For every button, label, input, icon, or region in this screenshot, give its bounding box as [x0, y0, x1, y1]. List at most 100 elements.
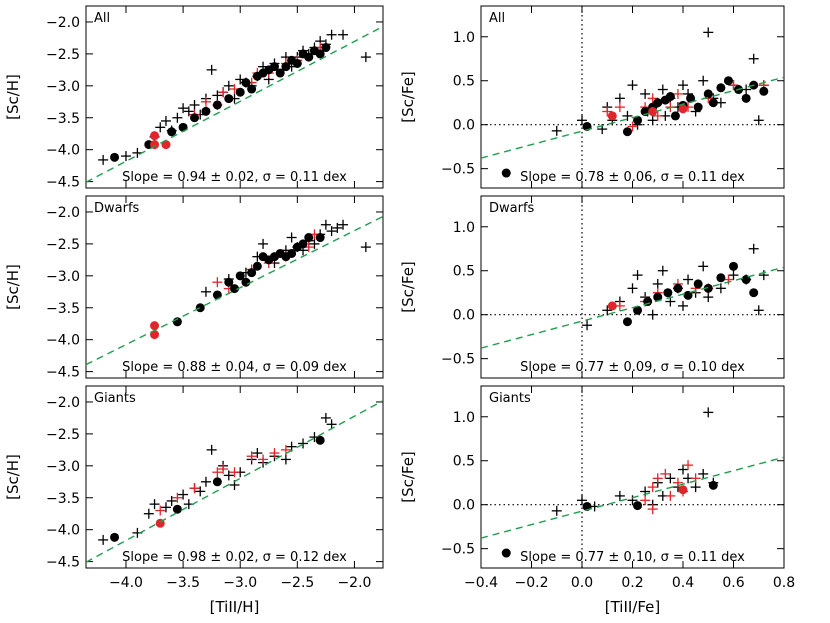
- black-plus-marker: [678, 300, 688, 311]
- black-dot-marker: [683, 290, 693, 300]
- red-plus-marker: [212, 277, 223, 288]
- red-plus-marker: [660, 468, 671, 479]
- black-dot-marker: [703, 89, 713, 99]
- x-tick-label: 0.0: [571, 575, 593, 591]
- black-plus-marker: [678, 464, 688, 475]
- black-dot-marker: [703, 283, 713, 293]
- x-tick-label: −3.5: [166, 575, 200, 591]
- fit-line: [86, 25, 383, 183]
- x-tick-label: 0.4: [672, 575, 694, 591]
- black-dot-marker: [178, 122, 188, 132]
- black-dot-marker: [247, 84, 257, 94]
- red-plus-marker: [652, 473, 663, 484]
- black-plus-marker: [627, 283, 638, 294]
- black-plus-marker: [652, 278, 663, 289]
- black-plus-marker: [326, 226, 337, 237]
- black-plus-marker: [280, 454, 291, 465]
- black-dot-marker: [708, 480, 718, 490]
- black-plus-marker: [582, 320, 593, 331]
- black-plus-marker: [690, 482, 701, 493]
- black-plus-marker: [200, 286, 211, 297]
- black-dot-marker: [653, 292, 663, 302]
- red-plus-marker: [690, 473, 701, 484]
- black-plus-marker: [622, 110, 633, 121]
- black-dot-marker: [693, 279, 703, 289]
- black-plus-marker: [728, 270, 739, 281]
- y-tick-label: −4.5: [46, 555, 80, 571]
- black-plus-marker: [698, 468, 709, 479]
- black-dot-marker: [235, 271, 245, 281]
- black-plus-marker: [326, 419, 337, 430]
- x-tick-label: −4.0: [109, 575, 143, 591]
- black-dot-marker: [230, 284, 239, 294]
- black-dot-marker: [501, 168, 511, 178]
- panel-label: Giants: [94, 391, 136, 406]
- y-tick-label: −3.0: [46, 79, 80, 95]
- y-tick-label: −3.0: [46, 459, 80, 475]
- black-plus-marker: [647, 309, 658, 320]
- y-axis-label: [Sc/Fe]: [399, 261, 417, 313]
- black-plus-marker: [223, 470, 234, 481]
- y-tick-label: 1.0: [453, 220, 475, 236]
- panel-label: All: [489, 11, 505, 26]
- y-tick-label: 0.0: [453, 118, 475, 134]
- black-plus-marker: [627, 80, 638, 91]
- y-axis-label: [Sc/H]: [4, 454, 22, 500]
- fit-line: [481, 266, 784, 349]
- red-plus-marker: [200, 96, 211, 107]
- black-plus-marker: [577, 115, 587, 126]
- black-plus-marker: [195, 486, 206, 497]
- black-plus-marker: [286, 232, 297, 243]
- red-plus-marker: [683, 460, 694, 471]
- black-plus-marker: [698, 261, 709, 272]
- y-tick-label: −2.0: [46, 205, 80, 221]
- data-layer: [481, 407, 784, 558]
- black-plus-marker: [155, 122, 166, 133]
- black-plus-marker: [715, 283, 726, 294]
- stats-text: Slope = 0.77 ± 0.10, σ = 0.11 dex: [520, 550, 745, 565]
- red-plus-marker: [672, 88, 683, 99]
- black-dot-marker: [663, 288, 673, 298]
- panel-dwarfs-sc-h: −4.5 −4.0 −3.5 −3.0 −2.5 −2.0 Dwarfs Slope = …: [4, 195, 384, 381]
- black-dot-marker: [622, 127, 632, 137]
- black-plus-marker: [143, 508, 154, 519]
- black-plus-marker: [360, 242, 371, 253]
- y-tick-label: 0.5: [453, 74, 475, 90]
- black-plus-marker: [632, 270, 643, 281]
- black-dot-marker: [292, 58, 302, 68]
- red-plus-marker: [723, 274, 734, 285]
- stats-text: Slope = 0.88 ± 0.04, σ = 0.09 dex: [122, 360, 347, 375]
- panel-all-sc-h: −4.5 −4.0 −3.5 −3.0 −2.5 −2.0 All Slope = 0.9…: [4, 5, 384, 191]
- black-dot-marker: [686, 93, 696, 103]
- y-tick-label: −2.5: [46, 237, 80, 253]
- black-dot-marker: [304, 52, 314, 62]
- black-plus-marker: [678, 80, 688, 91]
- black-dot-marker: [252, 261, 262, 271]
- black-dot-marker: [633, 115, 643, 125]
- black-plus-marker: [640, 88, 651, 99]
- stats-text: Slope = 0.77 ± 0.09, σ = 0.10 dex: [520, 360, 745, 375]
- black-plus-marker: [200, 476, 211, 487]
- black-plus-marker: [320, 412, 331, 423]
- black-plus-marker: [577, 495, 587, 506]
- black-dot-marker: [501, 548, 511, 558]
- black-plus-marker: [758, 270, 769, 281]
- red-plus-marker: [647, 93, 658, 104]
- black-plus-marker: [183, 106, 194, 117]
- black-dot-marker: [281, 62, 291, 72]
- x-tick-label: −2.0: [337, 575, 371, 591]
- y-tick-label: −3.5: [46, 111, 80, 127]
- fit-line: [86, 400, 383, 563]
- red-plus-marker: [280, 444, 291, 455]
- red-dot-marker: [648, 107, 658, 117]
- y-axis-label: [Sc/Fe]: [399, 71, 417, 123]
- red-dot-marker: [161, 140, 171, 150]
- black-plus-marker: [703, 292, 714, 303]
- black-plus-marker: [178, 103, 189, 114]
- black-dot-marker: [269, 62, 279, 72]
- black-plus-marker: [149, 499, 160, 510]
- red-plus-marker: [246, 451, 257, 462]
- black-plus-marker: [551, 125, 562, 136]
- black-plus-marker: [748, 53, 759, 64]
- black-dot-marker: [201, 106, 211, 116]
